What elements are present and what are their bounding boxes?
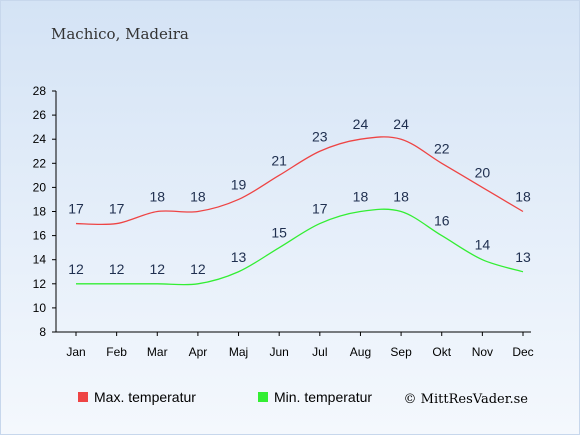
x-tick-label: Sep	[390, 345, 412, 359]
data-label-min: 17	[312, 201, 328, 217]
y-tick-label: 14	[33, 253, 47, 267]
y-tick-label: 26	[33, 108, 47, 122]
series-line-min	[75, 208, 524, 286]
y-tick-label: 8	[39, 325, 46, 339]
x-tick-label: Maj	[229, 345, 248, 359]
data-label-min: 14	[475, 237, 491, 253]
legend-label-min: Min. temperatur	[274, 389, 372, 405]
x-tick-label: Feb	[106, 345, 127, 359]
data-label-min: 13	[515, 249, 531, 265]
y-tick-label: 10	[33, 301, 47, 315]
data-label-min: 12	[190, 261, 206, 277]
x-tick-label: Apr	[189, 345, 208, 359]
data-label-max: 24	[393, 116, 409, 132]
x-tick-label: Dec	[512, 345, 533, 359]
data-label-min: 12	[109, 261, 125, 277]
legend-swatch-min	[258, 392, 268, 402]
data-label-max: 17	[68, 201, 84, 217]
x-tick-label: Mar	[147, 345, 168, 359]
x-tick-label: Nov	[472, 345, 493, 359]
series-line-max	[75, 136, 524, 226]
y-tick-label: 12	[33, 277, 47, 291]
credit-text: © MittResVader.se	[404, 392, 529, 407]
data-label-max: 24	[353, 116, 369, 132]
data-label-min: 13	[231, 249, 247, 265]
data-label-min: 15	[271, 225, 287, 241]
data-label-max: 22	[434, 140, 450, 156]
chart-title: Machico, Madeira	[51, 25, 189, 43]
data-label-min: 16	[434, 213, 450, 229]
x-tick-label: Aug	[350, 345, 371, 359]
data-label-max: 18	[149, 189, 165, 205]
data-labels: 17 17 18 18 19 21 23 24 24 22 20 18 12 12 12 12 13 15 17 18…	[68, 116, 531, 277]
data-label-max: 19	[231, 176, 247, 192]
x-tick-label: Jan	[66, 345, 85, 359]
data-label-min: 12	[149, 261, 165, 277]
legend-label-max: Max. temperatur	[94, 389, 196, 405]
y-tick-label: 16	[33, 229, 47, 243]
data-label-min: 12	[68, 261, 84, 277]
y-tick-label: 18	[33, 205, 47, 219]
y-tick-label: 28	[33, 84, 47, 98]
data-label-max: 17	[109, 201, 125, 217]
axes: 8 10 12 14 16 18 20 22 24 26 28 Jan Feb Mar Apr Maj Jun J…	[33, 84, 534, 359]
data-label-max: 18	[190, 189, 206, 205]
data-label-max: 23	[312, 128, 328, 144]
data-label-max: 20	[475, 164, 491, 180]
y-tick-label: 24	[33, 132, 47, 146]
legend: Max. temperatur Min. temperatur	[78, 389, 372, 405]
y-tick-label: 22	[33, 156, 47, 170]
legend-swatch-max	[78, 392, 88, 402]
x-tick-label: Okt	[432, 345, 451, 359]
data-label-min: 18	[393, 189, 409, 205]
x-tick-label: Jun	[270, 345, 289, 359]
x-tick-label: Jul	[312, 345, 327, 359]
data-label-max: 18	[515, 189, 531, 205]
series-lines	[75, 136, 524, 286]
data-label-max: 21	[271, 152, 287, 168]
data-label-min: 18	[353, 189, 369, 205]
y-tick-label: 20	[33, 180, 47, 194]
